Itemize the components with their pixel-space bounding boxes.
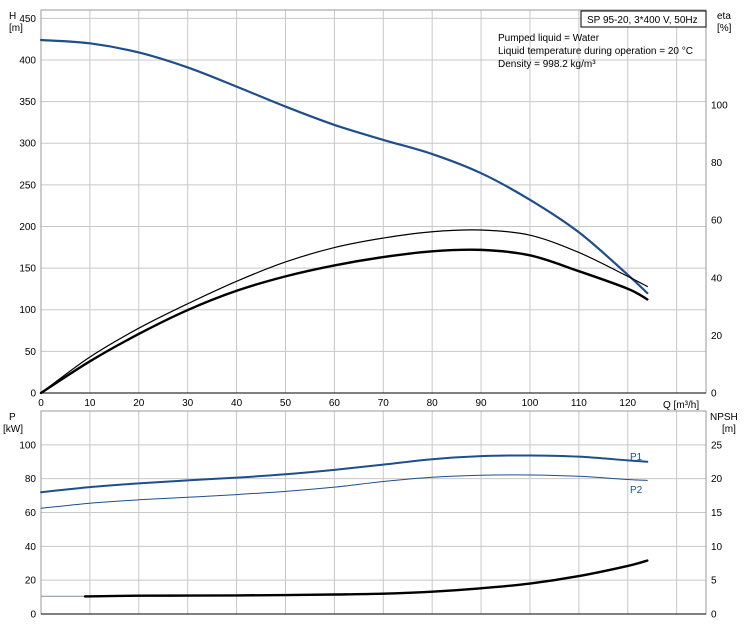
power-tick-labels: 0 20 40 60 80 100 bbox=[19, 440, 36, 620]
tick-label-right: 20 bbox=[711, 474, 723, 485]
series-line-top-1 bbox=[40, 229, 648, 394]
tick-label-right: 5 bbox=[711, 576, 717, 587]
series-line-p2 bbox=[40, 474, 648, 509]
tick-label-right: 100 bbox=[711, 101, 728, 112]
tick-label-left: 250 bbox=[19, 180, 36, 191]
power-axis-unit: [kW] bbox=[3, 424, 23, 435]
tick-label-left: 80 bbox=[25, 474, 37, 485]
title-box bbox=[580, 10, 707, 28]
series-label-p2: P2 bbox=[630, 485, 643, 496]
tick-label-left: 300 bbox=[19, 139, 36, 150]
tick-label-right: 0 bbox=[711, 389, 717, 400]
series-line-p1 bbox=[40, 454, 649, 494]
tick-label-right: 60 bbox=[711, 216, 723, 227]
tick-label-x: 80 bbox=[427, 398, 439, 409]
tick-label-x: 110 bbox=[571, 398, 587, 409]
tick-label-x: 120 bbox=[619, 398, 636, 409]
tick-label-left: 350 bbox=[19, 97, 36, 108]
top-grid bbox=[41, 10, 706, 393]
series-line-top-2 bbox=[39, 248, 649, 395]
tick-label-left: 50 bbox=[25, 347, 37, 358]
tick-label-right: 25 bbox=[711, 440, 723, 451]
tick-label-left: 40 bbox=[25, 542, 37, 553]
tick-label-right: 0 bbox=[711, 610, 717, 621]
chart-title: SP 95-20, 3*400 V, 50Hz bbox=[587, 15, 698, 26]
npsh-tick-labels: 0 5 10 15 20 25 bbox=[711, 440, 723, 620]
tick-label-left: 20 bbox=[25, 576, 37, 587]
tick-label-x: 100 bbox=[522, 398, 539, 409]
tick-label-right: 40 bbox=[711, 273, 723, 284]
npsh-axis-unit: [m] bbox=[722, 424, 736, 435]
tick-label-left: 0 bbox=[30, 389, 36, 400]
tick-label-left: 100 bbox=[19, 305, 36, 316]
tick-label-x: 10 bbox=[84, 398, 96, 409]
bottom-grid bbox=[41, 411, 706, 614]
series-line-top-0 bbox=[39, 38, 649, 295]
info-density: Density = 998.2 kg/m³ bbox=[498, 59, 596, 70]
tick-label-x: 0 bbox=[38, 398, 44, 409]
head-axis-label: H bbox=[9, 11, 16, 22]
series-label-p1: P1 bbox=[630, 452, 643, 463]
eta-axis-unit: [%] bbox=[717, 23, 732, 34]
tick-label-left: 200 bbox=[19, 222, 36, 233]
flow-axis-label: Q [m³/h] bbox=[663, 400, 699, 411]
eta-tick-labels: 0 20 40 60 80 100 bbox=[711, 101, 728, 400]
tick-label-x: 50 bbox=[280, 398, 292, 409]
tick-label-x: 90 bbox=[476, 398, 488, 409]
head-axis-unit: [m] bbox=[9, 23, 23, 34]
tick-label-right: 10 bbox=[711, 542, 723, 553]
bottom-series-group bbox=[40, 454, 649, 598]
tick-label-x: 70 bbox=[378, 398, 390, 409]
tick-label-x: 20 bbox=[133, 398, 145, 409]
npsh-axis-label: NPSH bbox=[710, 412, 738, 423]
tick-label-left: 60 bbox=[25, 508, 37, 519]
power-axis-label: P bbox=[9, 412, 16, 423]
tick-label-right: 80 bbox=[711, 158, 723, 169]
tick-label-right: 15 bbox=[711, 508, 723, 519]
tick-label-left: 400 bbox=[19, 55, 36, 66]
tick-label-x: 30 bbox=[182, 398, 194, 409]
series-line-bottom-3 bbox=[83, 559, 649, 598]
flow-tick-labels: 0 10 20 30 40 50 60 70 80 90 100 110 120 bbox=[38, 398, 636, 409]
tick-label-x: 40 bbox=[231, 398, 243, 409]
top-series-group bbox=[39, 38, 649, 395]
tick-label-x: 60 bbox=[329, 398, 341, 409]
tick-label-left: 100 bbox=[19, 440, 36, 451]
info-pumped-liquid: Pumped liquid = Water bbox=[498, 33, 600, 44]
eta-axis-label: eta bbox=[717, 11, 731, 22]
tick-label-right: 20 bbox=[711, 331, 723, 342]
tick-label-left: 0 bbox=[30, 610, 36, 621]
tick-label-left: 150 bbox=[19, 264, 36, 275]
head-tick-labels: 0 50 100 150 200 250 300 350 400 450 bbox=[19, 14, 36, 400]
top-plot-frame bbox=[40, 9, 707, 394]
tick-label-left: 450 bbox=[19, 14, 36, 25]
info-liquid-temperature: Liquid temperature during operation = 20… bbox=[498, 46, 693, 57]
